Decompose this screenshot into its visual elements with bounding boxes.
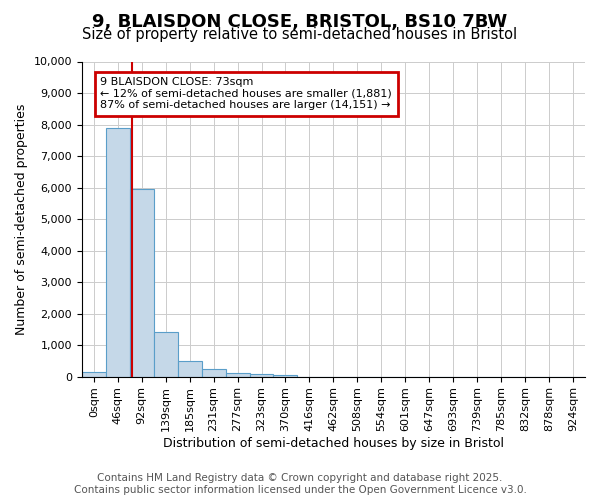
Bar: [82, 372, 106, 376]
Text: Size of property relative to semi-detached houses in Bristol: Size of property relative to semi-detach…: [82, 28, 518, 42]
X-axis label: Distribution of semi-detached houses by size in Bristol: Distribution of semi-detached houses by …: [163, 437, 504, 450]
Bar: [202, 370, 226, 376]
Bar: [274, 375, 298, 376]
Text: 9 BLAISDON CLOSE: 73sqm
← 12% of semi-detached houses are smaller (1,881)
87% of: 9 BLAISDON CLOSE: 73sqm ← 12% of semi-de…: [100, 78, 392, 110]
Bar: [130, 189, 154, 376]
Text: Contains HM Land Registry data © Crown copyright and database right 2025.
Contai: Contains HM Land Registry data © Crown c…: [74, 474, 526, 495]
Bar: [178, 362, 202, 376]
Bar: [154, 332, 178, 376]
Bar: [250, 374, 274, 376]
Bar: [226, 373, 250, 376]
Y-axis label: Number of semi-detached properties: Number of semi-detached properties: [15, 104, 28, 334]
Bar: [106, 128, 130, 376]
Text: 9, BLAISDON CLOSE, BRISTOL, BS10 7BW: 9, BLAISDON CLOSE, BRISTOL, BS10 7BW: [92, 12, 508, 30]
